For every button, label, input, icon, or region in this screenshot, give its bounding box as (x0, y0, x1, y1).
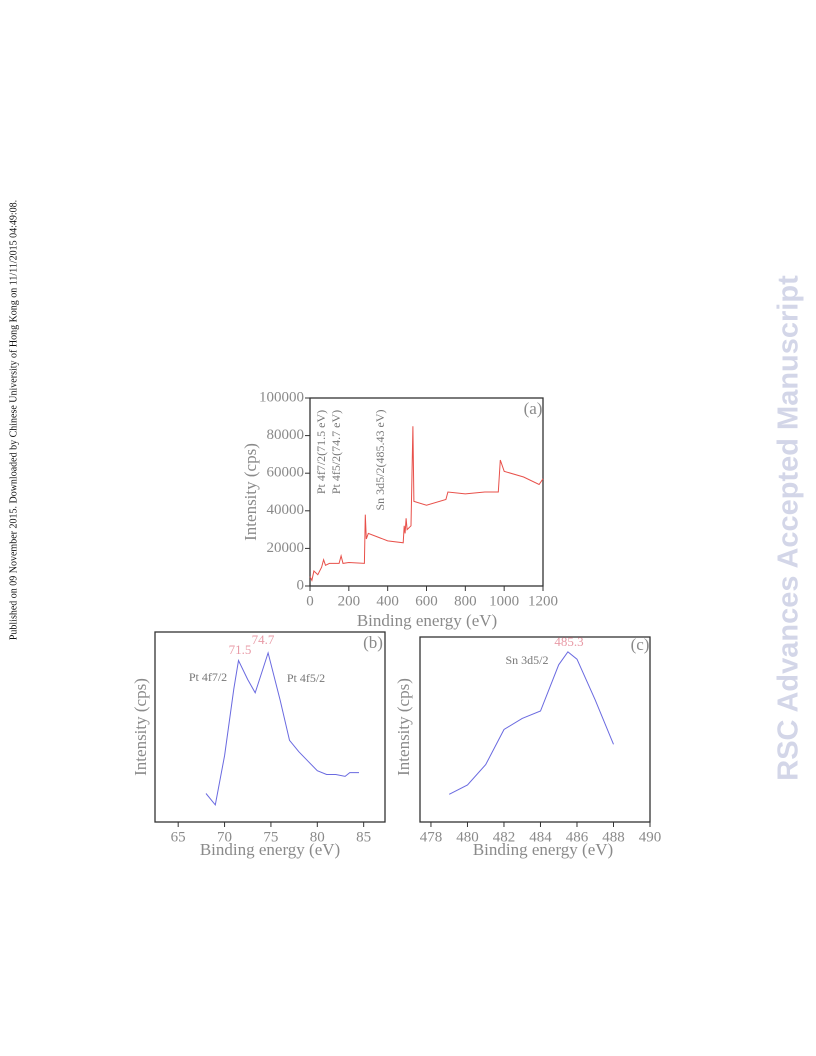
x-tick-label: 85 (356, 829, 371, 845)
x-tick-label: 1200 (528, 593, 558, 609)
x-tick-label: 0 (306, 593, 314, 609)
plot-frame (419, 636, 651, 823)
annotation: Sn 3d5/2 (505, 653, 548, 667)
x-tick-label: 600 (415, 593, 438, 609)
x-tick-label: 800 (454, 593, 477, 609)
x-tick-label: 490 (639, 829, 662, 845)
side-note: Published on 09 November 2015. Downloade… (8, 200, 19, 640)
annotation: 485.3 (554, 634, 583, 649)
x-tick-label: 484 (529, 829, 552, 845)
annotation: Pt 4f5/2(74.7 eV) (329, 410, 343, 494)
y-tick-label: 20000 (267, 540, 305, 556)
annotation: 74.7 (252, 632, 275, 647)
y-tick-label: 40000 (267, 502, 305, 518)
x-tick-label: 488 (602, 829, 625, 845)
panel-label: (a) (524, 399, 543, 418)
x-tick-label: 478 (420, 829, 443, 845)
y-tick-label: 100000 (259, 389, 304, 405)
x-tick-label: 486 (566, 829, 589, 845)
x-axis-label: Binding energy (eV) (473, 840, 613, 859)
y-axis-label: Intensity (cps) (394, 678, 413, 776)
annotation: 71.5 (229, 642, 252, 657)
annotation: Pt 4f7/2 (189, 670, 227, 684)
annotation: Pt 4f5/2 (287, 671, 325, 685)
x-tick-label: 70 (217, 829, 232, 845)
watermark: RSC Advances Accepted Manuscript (773, 275, 805, 781)
annotation: Sn 3d5/2(485.43 eV) (373, 410, 387, 511)
panel-label: (b) (363, 633, 383, 652)
panel-label: (c) (631, 635, 650, 654)
x-tick-label: 482 (493, 829, 516, 845)
spectrum-line (448, 651, 614, 795)
y-tick-label: 60000 (267, 465, 305, 481)
x-tick-label: 80 (310, 829, 325, 845)
plot-frame (154, 631, 386, 823)
x-tick-label: 200 (338, 593, 361, 609)
y-tick-label: 80000 (267, 427, 305, 443)
y-axis-label: Intensity (cps) (131, 678, 150, 776)
y-axis-label: Intensity (cps) (241, 443, 260, 541)
x-tick-label: 65 (171, 829, 186, 845)
x-tick-label: 400 (376, 593, 399, 609)
spectrum-line (205, 651, 359, 807)
x-axis-label: Binding energy (eV) (200, 840, 340, 859)
y-tick-label: 0 (297, 577, 305, 593)
spectrum-line (309, 426, 544, 582)
x-tick-label: 75 (263, 829, 278, 845)
x-tick-label: 1000 (489, 593, 519, 609)
plot-frame (309, 397, 544, 587)
annotation: Pt 4f7/2(71.5 eV) (314, 410, 328, 494)
x-axis-label: Binding energy (eV) (357, 611, 497, 630)
x-tick-label: 480 (456, 829, 479, 845)
